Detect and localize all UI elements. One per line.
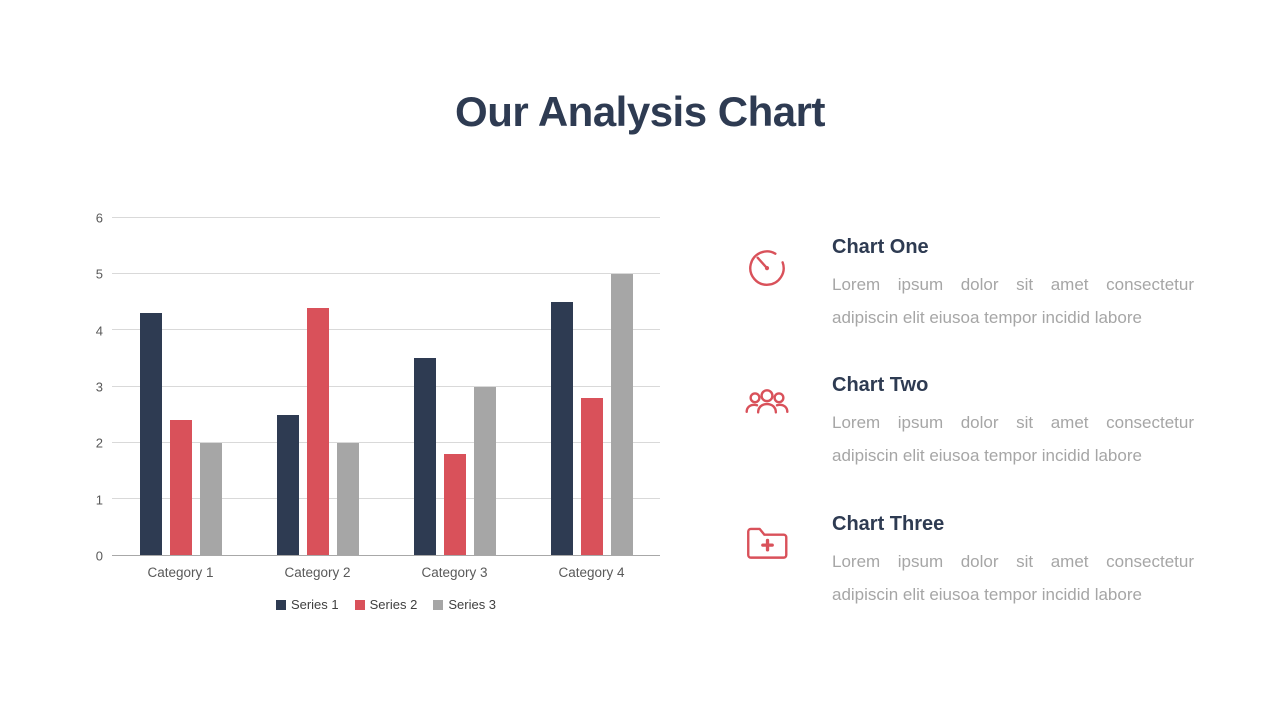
bar-series-1 bbox=[413, 358, 436, 555]
legend-item: Series 2 bbox=[354, 597, 418, 612]
legend-swatch bbox=[354, 599, 365, 610]
x-axis-label: Category 1 bbox=[147, 565, 214, 580]
page-title: Our Analysis Chart bbox=[455, 88, 825, 135]
plot-area bbox=[112, 217, 660, 556]
x-axis-label: Category 3 bbox=[421, 565, 488, 580]
feature-item-chart-one: Chart One Lorem ipsum dolor sit amet con… bbox=[742, 236, 1194, 334]
feature-title: Chart Three bbox=[832, 512, 945, 535]
legend-label: Series 1 bbox=[290, 597, 339, 612]
features-panel: Chart One Lorem ipsum dolor sit amet con… bbox=[742, 236, 1194, 651]
bar-groups bbox=[112, 218, 660, 555]
y-tick-label: 6 bbox=[95, 210, 103, 226]
x-axis-labels: Category 1 Category 2 Category 3 Category 4 bbox=[112, 565, 660, 580]
feature-title: Chart One bbox=[832, 236, 929, 258]
legend-item: Series 3 bbox=[433, 597, 496, 612]
bar-series-1 bbox=[276, 414, 299, 555]
y-tick-label: 2 bbox=[95, 435, 103, 451]
bar-series-2 bbox=[306, 307, 329, 555]
feature-text: Chart Two Lorem ipsum dolor sit amet con… bbox=[832, 374, 1194, 472]
bar-series-2 bbox=[580, 397, 603, 555]
chart-legend: Series 1 Series 2 Series 3 bbox=[112, 597, 660, 612]
bar-group bbox=[112, 218, 249, 555]
feature-text: Chart One Lorem ipsum dolor sit amet con… bbox=[832, 236, 1194, 334]
gridline bbox=[112, 385, 660, 387]
gridline bbox=[112, 273, 660, 275]
feature-body: Lorem ipsum dolor sit amet consectetur a… bbox=[832, 275, 1194, 328]
chart-body: 0 1 2 3 4 5 6 bbox=[88, 211, 660, 564]
feature-body: Lorem ipsum dolor sit amet consectetur a… bbox=[832, 551, 1194, 604]
bar-series-3 bbox=[473, 386, 496, 555]
bar-group bbox=[386, 218, 523, 555]
y-tick-label: 3 bbox=[95, 379, 103, 395]
x-axis-label: Category 4 bbox=[558, 565, 625, 580]
gridline bbox=[112, 217, 660, 218]
y-tick-label: 5 bbox=[95, 266, 103, 282]
legend-item: Series 1 bbox=[275, 597, 339, 612]
bar-group bbox=[249, 218, 386, 555]
gridline bbox=[112, 441, 660, 443]
bar-series-2 bbox=[443, 453, 466, 555]
bar-series-1 bbox=[550, 302, 573, 555]
y-tick-label: 4 bbox=[95, 323, 103, 339]
x-axis-label: Category 2 bbox=[284, 565, 351, 580]
legend-swatch bbox=[275, 599, 286, 610]
y-axis: 0 1 2 3 4 5 6 bbox=[88, 211, 112, 564]
y-tick-label: 0 bbox=[95, 548, 103, 564]
gridline bbox=[112, 329, 660, 331]
feature-item-chart-two: Chart Two Lorem ipsum dolor sit amet con… bbox=[742, 374, 1194, 472]
bar-series-2 bbox=[169, 420, 192, 555]
feature-title: Chart Two bbox=[832, 374, 929, 397]
bar-group bbox=[523, 218, 660, 555]
folder-plus-icon bbox=[742, 517, 792, 567]
bar-series-3 bbox=[610, 274, 633, 555]
legend-swatch bbox=[433, 599, 444, 610]
gridline bbox=[112, 497, 660, 499]
legend-label: Series 3 bbox=[448, 597, 497, 612]
bar-series-3 bbox=[336, 442, 359, 555]
feature-text: Chart Three Lorem ipsum dolor sit amet c… bbox=[832, 513, 1194, 611]
gauge-icon bbox=[742, 240, 792, 290]
feature-body: Lorem ipsum dolor sit amet consectetur a… bbox=[832, 413, 1194, 466]
bar-series-1 bbox=[139, 313, 162, 555]
legend-label: Series 2 bbox=[369, 597, 418, 612]
y-tick-label: 1 bbox=[95, 492, 103, 508]
feature-item-chart-three: Chart Three Lorem ipsum dolor sit amet c… bbox=[742, 513, 1194, 611]
bar-series-3 bbox=[199, 442, 222, 555]
users-icon bbox=[742, 378, 792, 428]
